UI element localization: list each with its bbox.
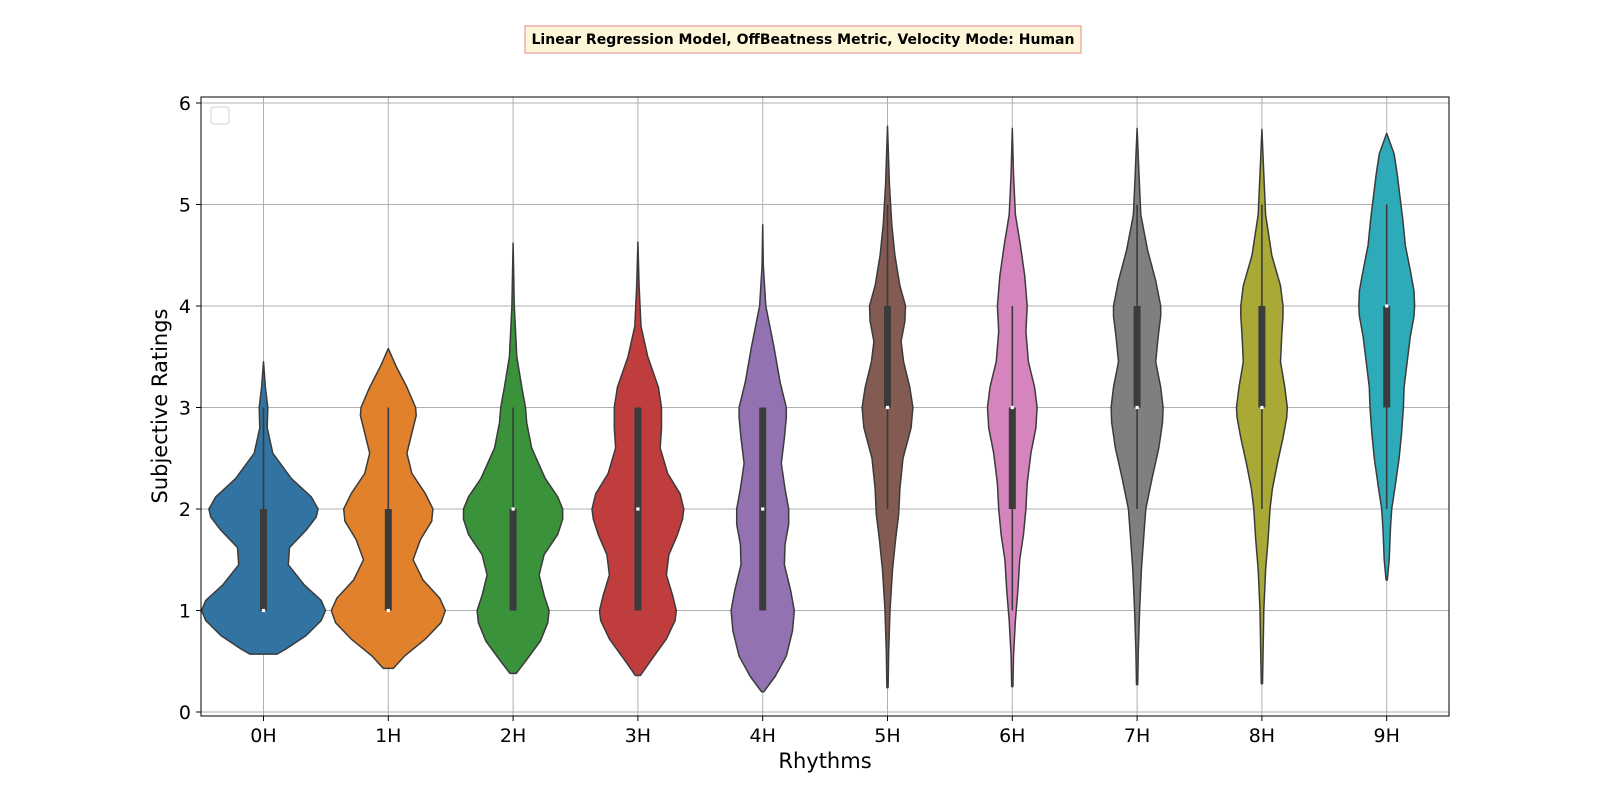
violin-median-marker xyxy=(1260,405,1264,410)
y-axis-label: Subjective Ratings xyxy=(148,308,172,503)
x-tick-label: 7H xyxy=(1124,725,1150,747)
violin-median-marker xyxy=(1010,405,1014,410)
y-tick-label: 2 xyxy=(179,499,191,521)
x-tick-label: 8H xyxy=(1249,725,1275,747)
violin-median-marker xyxy=(261,608,266,613)
legend-box xyxy=(210,106,230,125)
x-tick-label: 3H xyxy=(625,725,651,747)
y-tick-label: 4 xyxy=(179,296,191,318)
violin-median-marker xyxy=(885,405,890,410)
violins xyxy=(200,125,1416,693)
chart-title-box xyxy=(524,25,1082,54)
violin-7H xyxy=(1110,127,1164,686)
violin-median-marker xyxy=(1385,304,1389,308)
violin-iqr-box xyxy=(260,509,267,611)
violin-iqr-box xyxy=(1008,407,1016,509)
axes: 0 1 2 3 4 5 6 0H 1H 2H 3H 4H 5H 6H 7H 8H 9H xyxy=(179,93,1400,747)
violin-iqr-box xyxy=(509,509,517,611)
x-tick-label: 4H xyxy=(750,725,776,747)
y-tick-label: 1 xyxy=(179,601,191,623)
violin-5H xyxy=(861,125,914,689)
violin-iqr-box xyxy=(1258,306,1266,408)
y-tick-label: 3 xyxy=(179,398,191,420)
violin-6H xyxy=(986,127,1038,688)
violin-2H xyxy=(462,242,564,675)
violin-1H xyxy=(330,347,447,670)
x-tick-label: 6H xyxy=(999,725,1025,747)
violin-0H xyxy=(200,361,327,655)
x-tick-label: 2H xyxy=(500,725,526,747)
x-axis-label: Rhythms xyxy=(778,749,871,773)
violin-3H xyxy=(591,241,685,677)
violin-median-marker xyxy=(636,507,640,511)
x-tick-label: 1H xyxy=(375,725,401,747)
chart-title-text: Linear Regression Model, OffBeatness Met… xyxy=(532,32,1075,48)
chart-title: Linear Regression Model, OffBeatness Met… xyxy=(524,25,1082,54)
violin-iqr-box xyxy=(1383,306,1391,408)
y-tick-label: 6 xyxy=(179,93,191,115)
violin-median-marker xyxy=(1135,405,1139,410)
violin-median-marker xyxy=(761,507,765,511)
x-tick-label: 9H xyxy=(1374,725,1400,747)
violin-iqr-box xyxy=(884,306,891,408)
violin-9H xyxy=(1358,132,1416,581)
plot-frame xyxy=(200,96,1450,717)
violin-iqr-box xyxy=(384,509,392,611)
x-tick-label: 0H xyxy=(250,725,276,747)
violin-median-marker xyxy=(511,507,515,511)
violin-median-marker xyxy=(386,608,390,613)
violin-8H xyxy=(1235,128,1289,685)
y-tick-label: 0 xyxy=(179,702,191,724)
y-tick-label: 5 xyxy=(179,195,191,217)
violin-4H xyxy=(730,224,796,693)
x-tick-label: 5H xyxy=(874,725,900,747)
violin-iqr-box xyxy=(1133,306,1141,408)
legend xyxy=(210,106,230,125)
